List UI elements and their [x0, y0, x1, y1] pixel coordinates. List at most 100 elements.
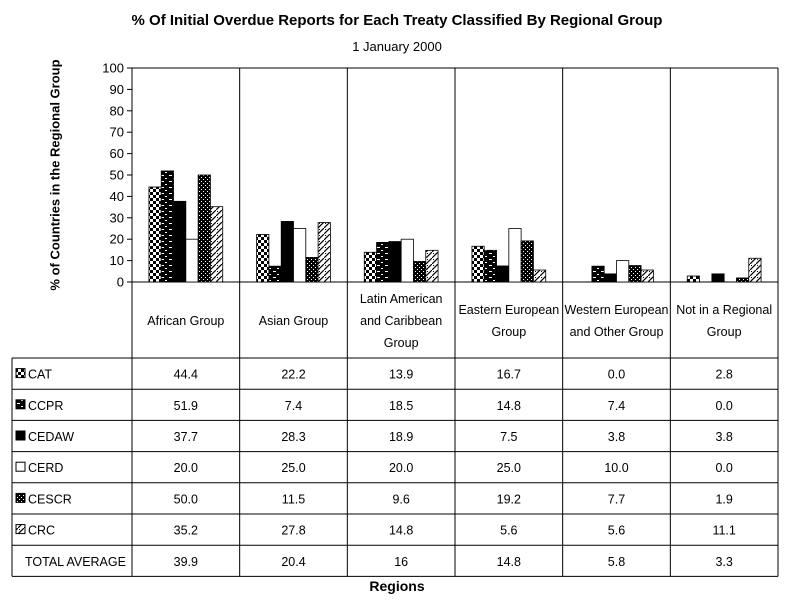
y-tick-label: 50	[110, 168, 124, 183]
y-tick-label: 90	[110, 82, 124, 97]
bars	[148, 170, 762, 283]
bar-crc	[317, 222, 331, 283]
bar-cescr	[413, 261, 427, 283]
table-cell: 18.9	[389, 430, 413, 444]
table-cell: 16.7	[497, 368, 521, 382]
bar-cescr	[736, 277, 750, 283]
table-cell: 0.0	[715, 399, 732, 413]
legend-label: CEDAW	[28, 430, 74, 444]
legend-label: CCPR	[28, 399, 63, 413]
table-cell: 3.8	[715, 430, 732, 444]
table-cell: 2.8	[715, 368, 732, 382]
bar-cerd	[616, 260, 630, 283]
y-tick-label: 60	[110, 146, 124, 161]
bar-cat	[256, 234, 270, 283]
y-tick-label: 20	[110, 232, 124, 247]
table-cell: 44.4	[174, 368, 198, 382]
bar-cescr	[628, 265, 642, 283]
table-cell: 14.8	[497, 399, 521, 413]
category-label: Group	[384, 336, 419, 350]
bar-ccpr	[268, 265, 282, 283]
category-label: and Caribbean	[360, 314, 442, 328]
category-label: Group	[491, 325, 526, 339]
chart-title: % Of Initial Overdue Reports for Each Tr…	[131, 12, 663, 29]
bar-cat	[363, 251, 377, 283]
bar-ccpr	[483, 249, 497, 283]
bar-ccpr	[591, 265, 605, 283]
category-label: Not in a Regional	[676, 303, 772, 317]
y-tick-label: 40	[110, 189, 124, 204]
table-cell: 7.5	[500, 430, 517, 444]
x-axis-label: Regions	[369, 578, 425, 594]
table-cell: 3.8	[608, 430, 625, 444]
legend-key-cat	[15, 368, 26, 379]
category-label: Latin American	[360, 292, 443, 306]
table-cell: 5.6	[500, 524, 517, 538]
table-cell: 35.2	[174, 524, 198, 538]
table-cell: 22.2	[281, 368, 305, 382]
legend-label: CESCR	[28, 492, 72, 506]
total-cell: 16	[394, 555, 408, 569]
y-tick-label: 100	[102, 61, 124, 76]
table-cell: 28.3	[281, 430, 305, 444]
data-table: CAT 44.4 22.2 13.9 16.7 0.0 2.8 CCPR 51.9 7.4 18.5…	[15, 368, 736, 569]
total-cell: 39.9	[174, 555, 198, 569]
category-labels: African Group Asian Group Latin American an…	[147, 292, 772, 350]
table-cell: 20.0	[389, 461, 413, 475]
bar-cerd	[293, 228, 307, 283]
category-label: Eastern European	[458, 303, 559, 317]
bar-cescr	[197, 174, 211, 283]
bar-cerd	[508, 228, 522, 283]
legend-key-cedaw	[15, 430, 26, 441]
legend-label: CAT	[28, 368, 52, 382]
category-label: Asian Group	[259, 314, 329, 328]
category-label: African Group	[147, 314, 224, 328]
table-cell: 10.0	[604, 461, 628, 475]
table-cell: 14.8	[389, 524, 413, 538]
table-cell: 19.2	[497, 492, 521, 506]
table-cell: 11.5	[282, 492, 305, 506]
table-cell: 25.0	[281, 461, 305, 475]
table-cell: 0.0	[715, 461, 732, 475]
table-cell: 7.4	[285, 399, 302, 413]
table-cell: 50.0	[174, 492, 198, 506]
bar-cedaw	[603, 273, 617, 283]
chart-subtitle: 1 January 2000	[352, 39, 442, 54]
table-cell: 27.8	[281, 524, 305, 538]
bar-cedaw	[173, 200, 187, 283]
table-cell: 9.6	[392, 492, 409, 506]
table-cell: 51.9	[174, 399, 198, 413]
table-cell: 25.0	[497, 461, 521, 475]
table-cell: 7.7	[608, 492, 625, 506]
table-cell: 13.9	[389, 368, 413, 382]
bar-cat	[471, 245, 485, 283]
table-cell: 5.6	[608, 524, 625, 538]
category-label: Western European	[565, 303, 669, 317]
bar-crc	[210, 206, 224, 283]
bar-crc	[748, 257, 762, 283]
table-cell: 11.1	[712, 524, 735, 538]
table-cell: 20.0	[174, 461, 198, 475]
y-axis: 0 10 20 30 40 50 60 70 80 90 100	[102, 61, 132, 290]
y-tick-label: 10	[110, 253, 124, 268]
total-cell: 5.8	[608, 555, 625, 569]
legend-label: CERD	[28, 461, 63, 475]
bar-crc	[425, 249, 439, 283]
bar-cat	[148, 186, 162, 283]
table-grid	[11, 67, 779, 577]
total-cell: 14.8	[497, 555, 521, 569]
bar-cedaw	[388, 241, 402, 283]
total-cell: 3.3	[715, 555, 732, 569]
table-cell: 7.4	[608, 399, 625, 413]
legend-key-cescr	[15, 492, 26, 503]
legend-key-crc	[15, 524, 26, 535]
bar-cedaw	[280, 221, 294, 283]
legend-key-ccpr	[15, 399, 26, 410]
bar-cerd	[400, 238, 414, 283]
bar-crc	[533, 269, 547, 283]
table-cell: 37.7	[174, 430, 198, 444]
bar-cat	[686, 275, 700, 283]
bar-cescr	[520, 240, 534, 283]
y-tick-label: 0	[117, 275, 124, 290]
table-cell: 1.9	[715, 492, 732, 506]
